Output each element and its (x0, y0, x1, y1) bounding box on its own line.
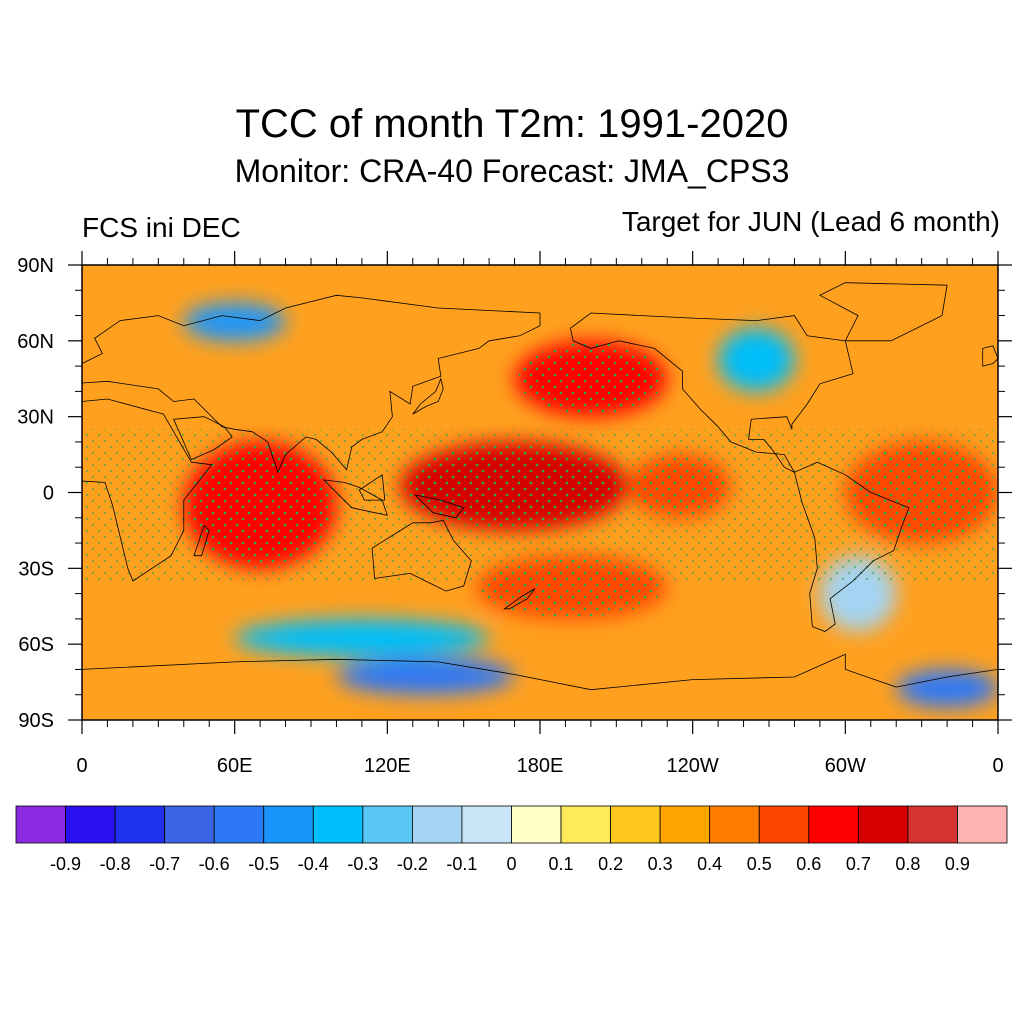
colorbar-swatch (264, 806, 314, 843)
colorbar-swatch (66, 806, 116, 843)
colorbar-label: -0.2 (397, 854, 428, 874)
colorbar-swatch (561, 806, 611, 843)
colorbar-label: 0.3 (648, 854, 673, 874)
tcc-region (336, 657, 514, 695)
colorbar-swatch (363, 806, 413, 843)
colorbar-label: 0.7 (846, 854, 871, 874)
colorbar-label: -0.3 (347, 854, 378, 874)
colorbar-swatch (115, 806, 165, 843)
colorbar-label: 0.5 (747, 854, 772, 874)
colorbar-swatch (165, 806, 215, 843)
colorbar-label: -0.8 (100, 854, 131, 874)
colorbar-swatch (512, 806, 562, 843)
x-tick-label: 180E (517, 755, 564, 777)
colorbar-label: 0.9 (945, 854, 970, 874)
colorbar-label: 0.8 (895, 854, 920, 874)
map-plot-area (39, 265, 998, 720)
colorbar-swatch (313, 806, 363, 843)
y-tick-label: 60S (18, 634, 54, 656)
colorbar-swatch (957, 806, 1007, 843)
colorbar-label: 0.2 (598, 854, 623, 874)
colorbar-swatch (809, 806, 859, 843)
colorbar-swatch (858, 806, 908, 843)
colorbar-swatch (611, 806, 661, 843)
y-tick-label: 30S (18, 558, 54, 580)
y-tick-label: 90N (17, 255, 54, 277)
significance-stipple (518, 343, 663, 415)
colorbar-swatch (660, 806, 710, 843)
colorbar-label: 0.1 (549, 854, 574, 874)
x-tick-label: 0 (992, 755, 1003, 777)
colorbar-label: -0.9 (50, 854, 81, 874)
x-tick-label: 120E (364, 755, 411, 777)
colorbar-label: 0.4 (697, 854, 722, 874)
colorbar-label: -0.1 (446, 854, 477, 874)
colorbar-swatch (462, 806, 512, 843)
y-tick-label: 30N (17, 407, 54, 429)
x-tick-label: 0 (76, 755, 87, 777)
colorbar-label: -0.5 (248, 854, 279, 874)
colorbar-label: 0.6 (796, 854, 821, 874)
y-tick-label: 90S (18, 710, 54, 732)
colorbar: -0.9 -0.8 -0.7 -0.6 -0.5 -0.4 -0.3 -0.2 -0.1 0 0.1… (16, 806, 1007, 874)
colorbar-label: -0.6 (199, 854, 230, 874)
colorbar-label: -0.7 (149, 854, 180, 874)
colorbar-swatch (16, 806, 66, 843)
x-tick-label: 60E (217, 755, 253, 777)
significance-stipple (82, 429, 998, 581)
tcc-region (896, 669, 998, 707)
colorbar-swatch (412, 806, 462, 843)
colorbar-swatch (759, 806, 809, 843)
colorbar-label: 0 (506, 854, 516, 874)
y-tick-label: 60N (17, 331, 54, 353)
map-chart: 90N60N30N030S60S90S0 60E 120E 180E 120W 60W 0 … (0, 0, 1024, 1024)
x-tick-label: 60W (825, 755, 866, 777)
colorbar-swatch (908, 806, 958, 843)
colorbar-swatch (214, 806, 264, 843)
x-tick-label: 120W (667, 755, 719, 777)
colorbar-swatch (710, 806, 760, 843)
y-tick-label: 0 (43, 483, 54, 505)
tcc-region (718, 328, 794, 391)
tcc-region (235, 619, 489, 657)
colorbar-label: -0.4 (298, 854, 329, 874)
